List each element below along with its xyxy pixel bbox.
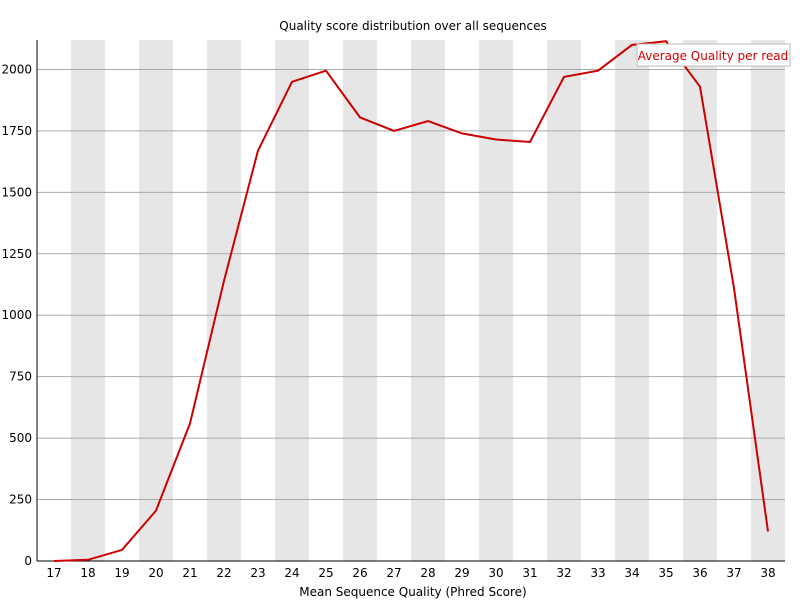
x-tick-label: 32 — [556, 566, 571, 580]
legend-label: Average Quality per read — [638, 49, 789, 63]
column-band — [275, 40, 309, 561]
gridlines — [37, 68, 785, 501]
x-tick-label: 24 — [284, 566, 299, 580]
legend: Average Quality per read — [636, 43, 791, 67]
x-tick-label: 30 — [488, 566, 503, 580]
y-tick-label: 500 — [9, 431, 32, 445]
x-axis-label: Mean Sequence Quality (Phred Score) — [299, 585, 527, 599]
y-tick-labels: 0 250 500 750 1000 1250 1500 1750 2000 — [1, 62, 32, 568]
y-tick-label: 0 — [24, 554, 32, 568]
x-tick-label: 33 — [590, 566, 605, 580]
x-tick-label: 28 — [420, 566, 435, 580]
x-tick-label: 19 — [114, 566, 129, 580]
y-tick-label: 1500 — [1, 185, 32, 199]
x-tick-label: 38 — [760, 566, 775, 580]
column-band — [547, 40, 581, 561]
x-tick-label: 25 — [318, 566, 333, 580]
column-band — [207, 40, 241, 561]
y-tick-label: 1250 — [1, 247, 32, 261]
y-tick-label: 1000 — [1, 308, 32, 322]
series-lines — [53, 40, 769, 562]
series-line — [53, 40, 769, 562]
x-tick-label: 34 — [624, 566, 639, 580]
x-tick-label: 21 — [182, 566, 197, 580]
x-tick-label: 22 — [216, 566, 231, 580]
legend-box — [636, 43, 791, 67]
column-band — [411, 40, 445, 561]
x-tick-labels: 17 18 19 20 21 22 23 24 25 26 27 28 29 30 31 32 33 34 35 36… — [46, 566, 775, 580]
y-tick-label: 250 — [9, 493, 32, 507]
axes — [36, 40, 785, 562]
x-tick-label: 20 — [148, 566, 163, 580]
column-band — [683, 40, 717, 561]
column-band — [343, 40, 377, 561]
y-tick-label: 2000 — [1, 62, 32, 76]
column-band — [615, 40, 649, 561]
x-tick-label: 17 — [46, 566, 61, 580]
x-tick-label: 18 — [80, 566, 95, 580]
column-band — [71, 40, 105, 561]
column-band — [139, 40, 173, 561]
y-tick-label: 1750 — [1, 124, 32, 138]
column-band — [751, 40, 785, 561]
x-tick-label: 23 — [250, 566, 265, 580]
chart-title: Quality score distribution over all sequ… — [279, 19, 546, 33]
x-tick-label: 37 — [726, 566, 741, 580]
column-band — [479, 40, 513, 561]
x-tick-label: 36 — [692, 566, 707, 580]
x-tick-label: 31 — [522, 566, 537, 580]
x-tick-label: 26 — [352, 566, 367, 580]
x-tick-label: 29 — [454, 566, 469, 580]
column-bands — [71, 40, 785, 561]
y-tick-label: 750 — [9, 370, 32, 384]
x-tick-label: 35 — [658, 566, 673, 580]
x-tick-label: 27 — [386, 566, 401, 580]
